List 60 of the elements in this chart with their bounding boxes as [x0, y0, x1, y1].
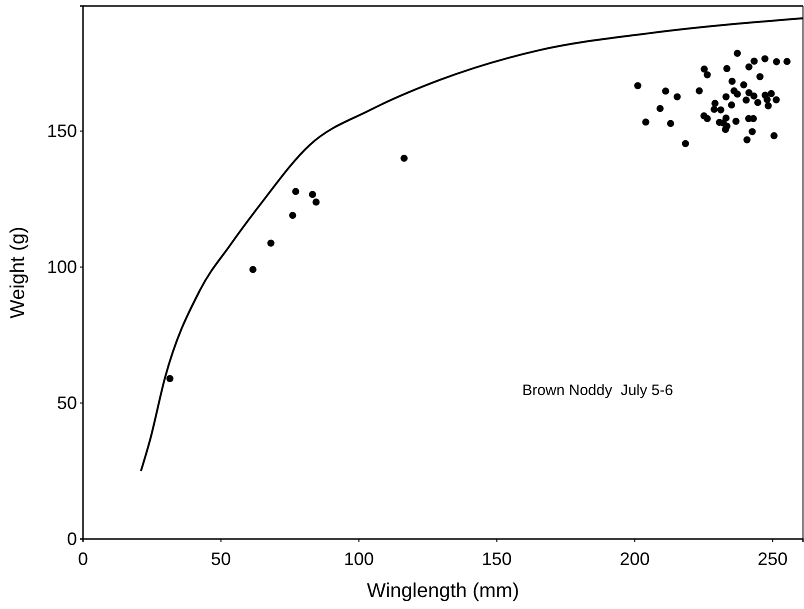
point	[722, 126, 730, 134]
y-tick-label: 100	[46, 256, 77, 277]
point	[732, 118, 740, 125]
point	[772, 96, 780, 104]
point	[750, 92, 758, 100]
point	[756, 73, 764, 80]
y-tick-label: 150	[46, 120, 77, 141]
point	[711, 100, 719, 107]
y-tick-label: 0	[66, 528, 77, 549]
point	[696, 87, 703, 94]
x-tick-label: 150	[482, 548, 512, 569]
point	[166, 374, 174, 382]
point	[292, 188, 300, 196]
point	[770, 132, 778, 140]
point	[748, 128, 756, 136]
point	[667, 120, 674, 128]
point	[728, 78, 736, 85]
point	[312, 198, 320, 206]
point	[704, 71, 711, 78]
point	[734, 90, 741, 98]
point	[743, 136, 751, 144]
point	[717, 106, 724, 114]
y-tick-label: 50	[56, 392, 77, 413]
point	[734, 50, 741, 57]
point	[783, 58, 791, 66]
point	[761, 55, 768, 62]
x-tick-label: 200	[620, 548, 650, 569]
point	[728, 101, 736, 109]
x-tick-label: 250	[758, 548, 788, 569]
point	[723, 64, 730, 72]
point	[745, 89, 752, 96]
point	[704, 115, 711, 122]
x-tick-label: 100	[344, 548, 374, 569]
point	[700, 66, 708, 73]
x-tick-label: 50	[210, 548, 231, 569]
point	[772, 58, 780, 66]
point	[754, 98, 762, 106]
point	[750, 58, 758, 65]
point	[722, 93, 730, 100]
point	[674, 93, 681, 100]
point	[267, 240, 274, 247]
point	[656, 104, 664, 112]
annotation: Brown Noddy July 5-6	[522, 382, 674, 400]
point	[764, 96, 771, 104]
point	[682, 140, 690, 148]
point	[710, 106, 718, 113]
point	[742, 96, 750, 104]
point	[740, 81, 748, 88]
point	[662, 88, 670, 95]
point	[289, 212, 296, 219]
y-axis-title: Weight (g)	[7, 226, 29, 318]
point	[745, 63, 752, 70]
point	[634, 82, 642, 90]
point	[308, 190, 316, 198]
point	[768, 90, 775, 98]
point	[249, 266, 256, 274]
x-axis-title: Winglength (mm)	[366, 580, 520, 602]
point	[642, 118, 650, 126]
point	[764, 102, 772, 110]
point	[400, 154, 408, 162]
